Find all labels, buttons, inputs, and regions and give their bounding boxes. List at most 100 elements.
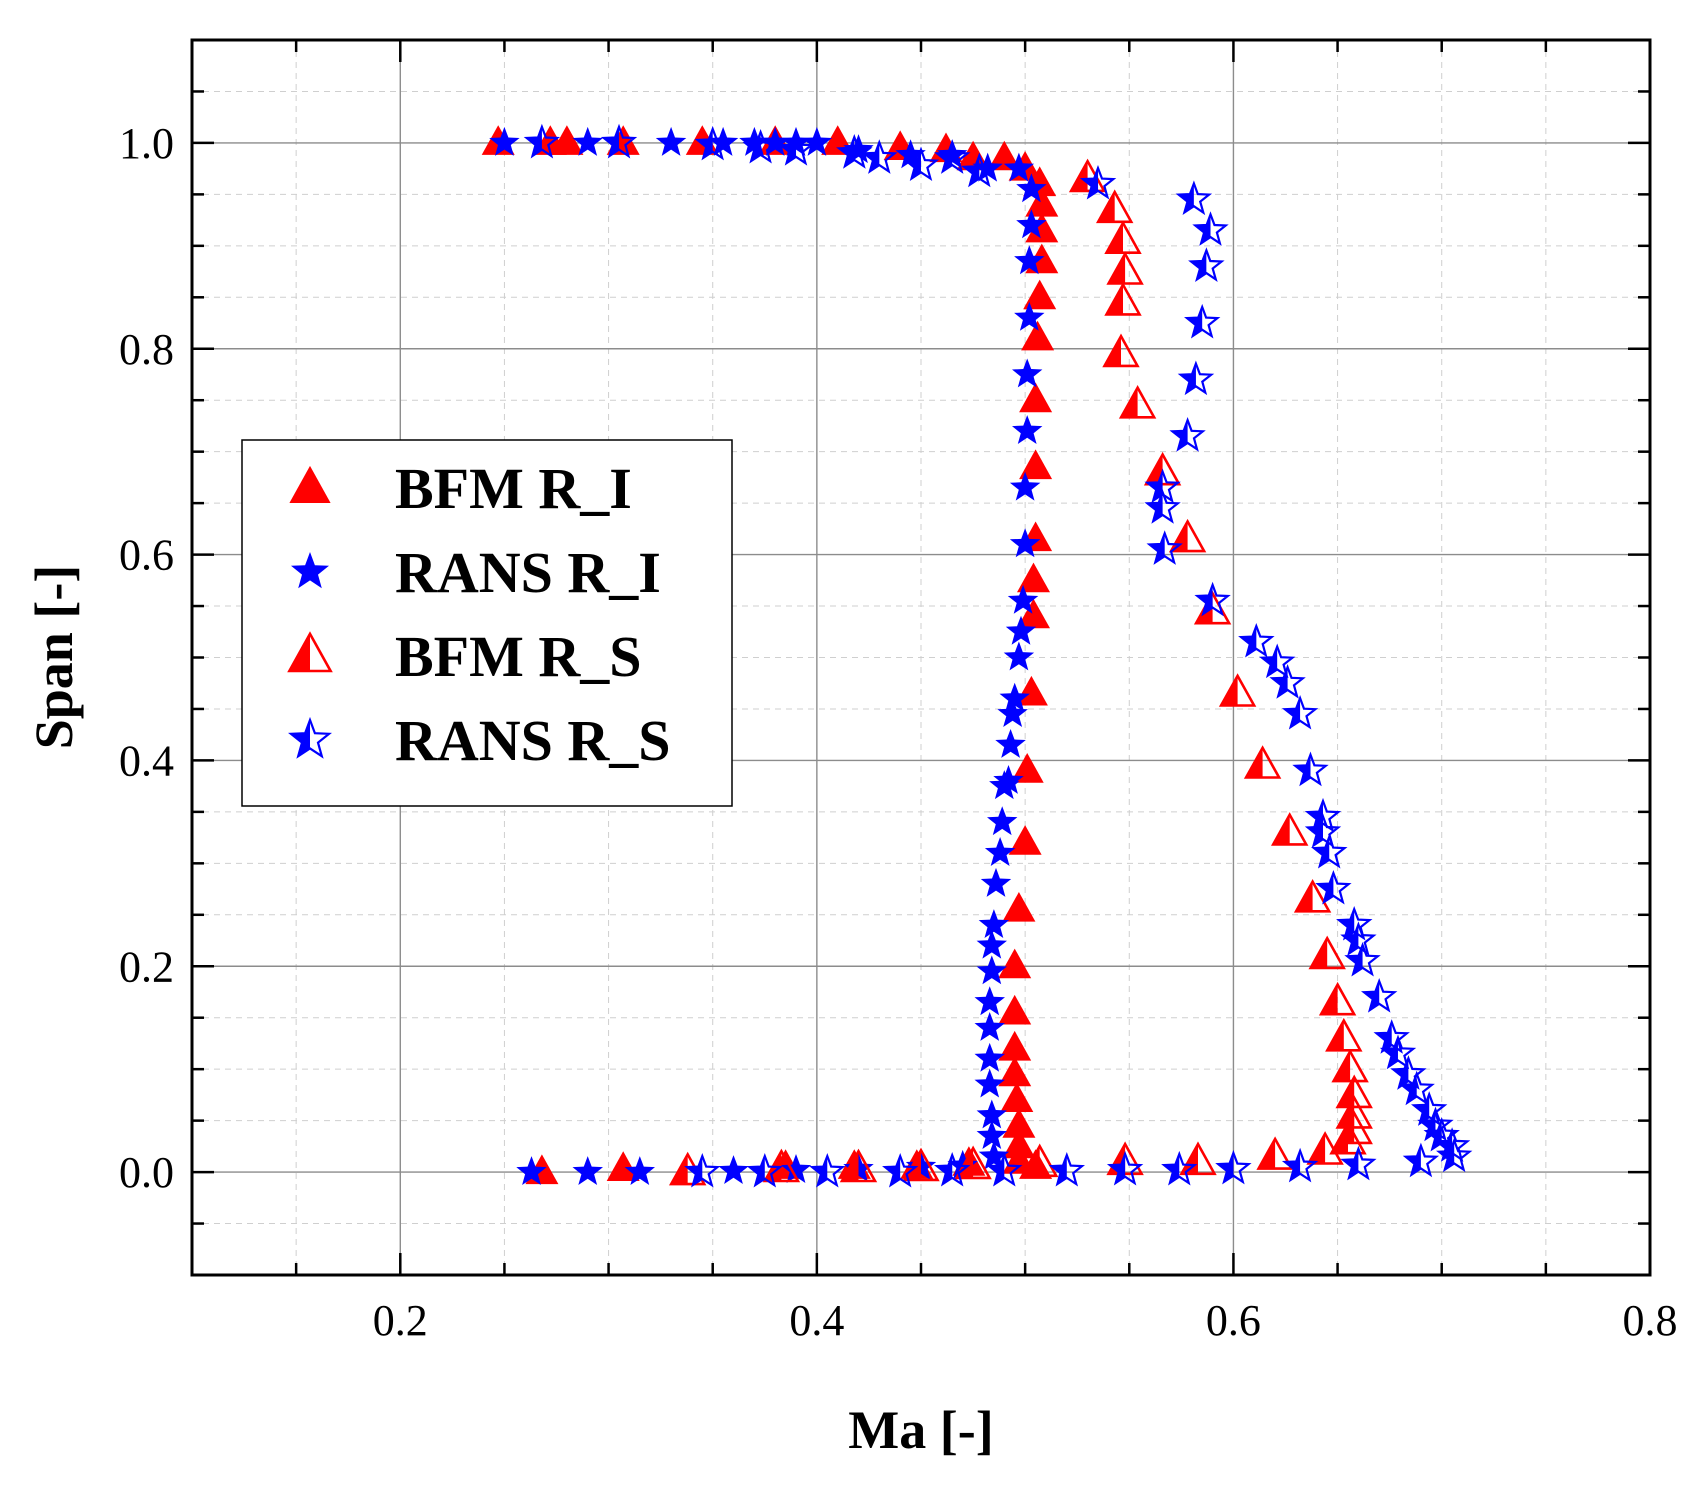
data-point [1000, 1082, 1034, 1112]
data-point [1019, 449, 1053, 480]
data-point [836, 134, 873, 169]
data-point [882, 1152, 919, 1188]
data-point [1161, 1150, 1198, 1186]
data-point [1281, 1147, 1319, 1183]
data-point [978, 1140, 1010, 1170]
data-point [1017, 562, 1050, 593]
data-point [1340, 921, 1377, 957]
data-point [1002, 1108, 1036, 1138]
data-point [1281, 694, 1319, 730]
legend: BFM R_I RANS R_I BFM R_S RANS R_S [241, 439, 733, 807]
data-point [1068, 158, 1107, 193]
data-point [809, 1152, 846, 1188]
data-point [998, 1056, 1032, 1087]
data-point [999, 682, 1030, 712]
data-point [1243, 745, 1282, 779]
data-point [777, 130, 815, 166]
data-point [1008, 825, 1042, 855]
data-point [1079, 164, 1117, 200]
data-point [1003, 152, 1035, 182]
data-point [902, 1147, 940, 1182]
y-tick-label: 0.0 [119, 1148, 174, 1197]
data-point [1411, 1091, 1448, 1126]
x-tick-label: 0.2 [373, 1296, 428, 1345]
data-point [1017, 598, 1050, 629]
data-point [976, 955, 1007, 985]
data-point [1361, 977, 1398, 1013]
data-point [987, 806, 1018, 836]
data-point [974, 1068, 1005, 1098]
data-point [1292, 751, 1329, 787]
data-point [1318, 981, 1357, 1016]
data-point [1336, 905, 1373, 941]
data-point [1144, 489, 1181, 524]
data-point [1168, 518, 1207, 553]
data-point [1005, 615, 1037, 645]
data-point [1325, 1017, 1363, 1052]
data-markers [481, 123, 1473, 1188]
data-point [1021, 320, 1055, 351]
data-point [1306, 1131, 1344, 1165]
data-point [1192, 211, 1229, 246]
legend-marker [289, 465, 331, 503]
y-tick-label: 0.2 [119, 942, 174, 991]
data-point [1106, 1150, 1144, 1186]
data-point [995, 729, 1026, 758]
data-point [1256, 1136, 1294, 1170]
data-point [1095, 189, 1134, 224]
legend-label: BFM R_I [395, 456, 632, 521]
data-point [1118, 385, 1157, 419]
data-point [739, 126, 770, 156]
data-point [1436, 1137, 1473, 1173]
data-point [1016, 173, 1047, 203]
data-point [986, 1151, 1023, 1187]
data-point [1102, 333, 1140, 368]
data-point [933, 139, 971, 174]
data-point [1184, 303, 1221, 339]
data-point [1009, 528, 1041, 558]
data-point [1104, 220, 1142, 254]
data-point [1344, 941, 1381, 977]
data-point [895, 139, 926, 169]
data-point [976, 1099, 1007, 1129]
data-point [1014, 301, 1045, 331]
data-point [1304, 797, 1342, 833]
data-point [684, 1152, 721, 1188]
data-point [1259, 643, 1296, 679]
legend-marker [291, 552, 329, 589]
data-point [572, 1156, 603, 1185]
data-point [1025, 187, 1059, 217]
data-point [1002, 1128, 1036, 1159]
y-tick-label: 0.6 [119, 531, 174, 580]
data-point [987, 140, 1021, 171]
data-point [1373, 1019, 1410, 1054]
data-point [978, 909, 1010, 938]
data-point [624, 1156, 655, 1185]
data-point [550, 125, 584, 155]
data-point [1177, 360, 1215, 396]
data-point [707, 126, 739, 156]
data-point [976, 1120, 1007, 1149]
data-point [606, 1151, 640, 1181]
data-point [1293, 879, 1332, 913]
data-point [655, 126, 687, 156]
data-point [861, 139, 898, 174]
data-point [1269, 664, 1306, 699]
data-point [1016, 209, 1047, 239]
y-axis-label: Span [-] [24, 565, 84, 750]
data-point [989, 770, 1020, 800]
data-point [523, 123, 561, 159]
data-point [1019, 382, 1053, 413]
data-point [1179, 1141, 1217, 1176]
data-point [997, 698, 1028, 727]
data-point [489, 126, 520, 156]
data-point [760, 126, 791, 156]
data-point [980, 867, 1012, 897]
data-point [1390, 1055, 1427, 1090]
y-tick-label: 0.8 [119, 325, 174, 374]
data-point [954, 1145, 992, 1180]
data-point [1023, 279, 1057, 310]
data-point [1194, 581, 1231, 617]
data-point [1048, 1151, 1085, 1187]
